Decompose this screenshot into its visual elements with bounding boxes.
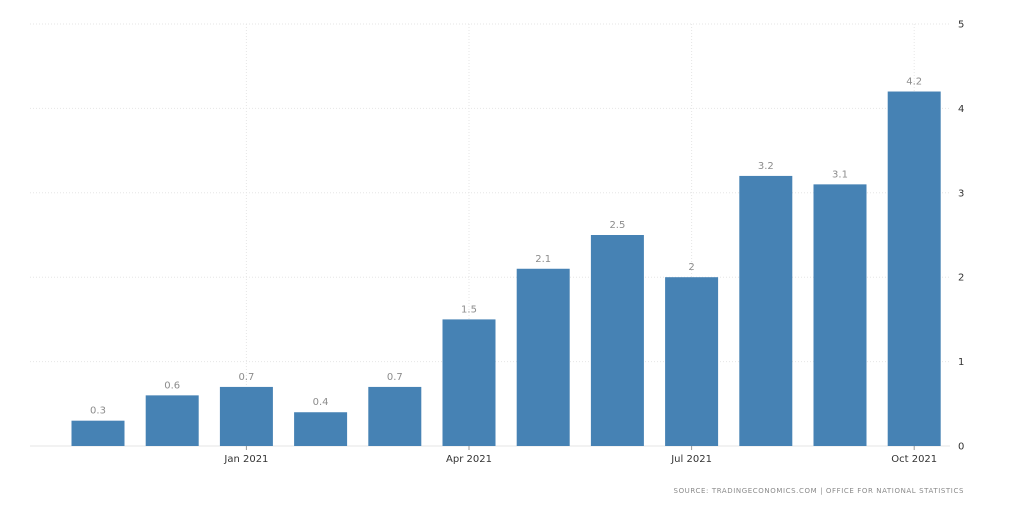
bar bbox=[442, 319, 496, 446]
y-tick-label: 5 bbox=[958, 20, 964, 31]
bar bbox=[813, 184, 867, 447]
y-tick-label: 4 bbox=[958, 104, 964, 115]
bar bbox=[71, 420, 125, 446]
data-labels: 0.3 0.6 0.7 0.4 0.7 1.5 2.1 2.5 2 3.2 3.1 4.2 bbox=[90, 77, 922, 417]
x-tick-label: Oct 2021 bbox=[891, 454, 937, 465]
bar bbox=[145, 395, 199, 446]
bar-value-label: 2 bbox=[688, 262, 694, 273]
x-tick-label: Jan 2021 bbox=[223, 454, 268, 465]
bar bbox=[739, 175, 793, 447]
bar-value-label: 0.7 bbox=[238, 372, 254, 383]
y-tick-label: 1 bbox=[958, 357, 964, 368]
bar bbox=[219, 386, 273, 446]
bar bbox=[516, 268, 570, 446]
bar-value-label: 4.2 bbox=[906, 77, 922, 88]
bar-value-label: 2.1 bbox=[535, 254, 551, 265]
bar-value-label: 1.5 bbox=[461, 304, 477, 315]
bar bbox=[368, 386, 422, 446]
bar bbox=[590, 235, 644, 446]
bar bbox=[887, 91, 941, 447]
y-tick-label: 2 bbox=[958, 273, 964, 284]
bar-value-label: 0.6 bbox=[164, 380, 180, 391]
bar-value-label: 0.3 bbox=[90, 406, 106, 417]
bar-value-label: 0.4 bbox=[313, 397, 329, 408]
bar-value-label: 2.5 bbox=[609, 220, 625, 231]
bar-value-label: 3.2 bbox=[758, 161, 774, 172]
y-axis-ticks: 0 1 2 3 4 5 bbox=[958, 20, 964, 453]
bar-value-label: 0.7 bbox=[387, 372, 403, 383]
bars bbox=[71, 91, 941, 447]
bar bbox=[665, 277, 719, 446]
y-tick-label: 3 bbox=[958, 188, 964, 199]
x-tick-label: Jul 2021 bbox=[670, 454, 712, 465]
bar-value-label: 3.1 bbox=[832, 169, 848, 180]
source-caption: SOURCE: TRADINGECONOMICS.COM | OFFICE FO… bbox=[673, 487, 964, 495]
y-tick-label: 0 bbox=[958, 442, 964, 453]
x-tick-label: Apr 2021 bbox=[446, 454, 492, 465]
x-axis-ticks: Jan 2021 Apr 2021 Jul 2021 Oct 2021 bbox=[223, 446, 937, 465]
bar bbox=[294, 412, 348, 446]
